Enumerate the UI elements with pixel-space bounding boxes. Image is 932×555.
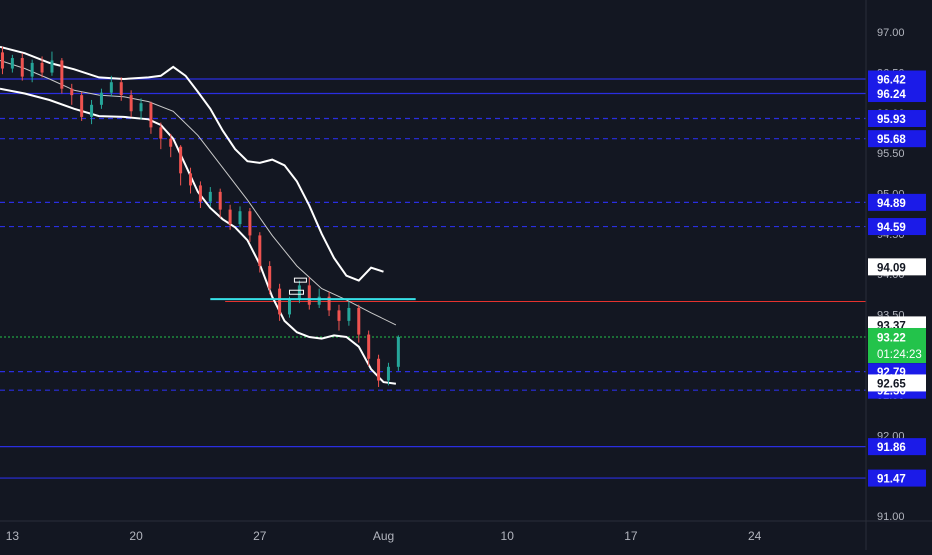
price-level-label: 94.89: [877, 198, 906, 210]
time-tick-label: 24: [748, 529, 762, 543]
bollinger-lower-band: [0, 87, 397, 385]
candle-body: [149, 103, 153, 128]
candle-body: [169, 138, 173, 147]
candle-body: [377, 358, 381, 381]
candle-body: [70, 88, 74, 96]
candle-body: [50, 60, 54, 73]
annotations: [210, 277, 416, 301]
price-value-label: 94.09: [877, 262, 906, 274]
pattern-marker-box: [288, 289, 304, 295]
price-level-label-box: [868, 130, 926, 148]
candle-body: [0, 52, 4, 69]
time-axis[interactable]: 13 20 27 Aug 10 17 24: [0, 520, 932, 543]
time-tick-label: 10: [501, 529, 515, 543]
candle-body: [179, 146, 183, 174]
price-value-label-box: [868, 374, 926, 392]
candle-body: [297, 285, 301, 300]
price-level-label-box: [868, 193, 926, 211]
candle-body: [278, 288, 282, 315]
time-tick-label: 17: [624, 529, 638, 543]
candle-body: [287, 299, 291, 315]
candle-body: [189, 173, 193, 186]
candle-body: [198, 185, 202, 202]
current-price-label: 93.22: [877, 332, 906, 344]
price-tick-label: 91.00: [877, 511, 905, 523]
candle-body: [396, 336, 400, 367]
price-level-label-box: [868, 469, 926, 487]
bollinger-middle-line: [0, 60, 397, 326]
candle-body: [129, 95, 133, 112]
price-level-label: 96.42: [877, 75, 906, 87]
candle-body: [238, 211, 242, 225]
time-tick-label: 13: [6, 529, 20, 543]
candle-body: [357, 307, 361, 335]
price-level-label-box: [868, 85, 926, 103]
price-level-label-box: [868, 218, 926, 236]
price-tick-label: 97.00: [877, 27, 905, 39]
price-level-label: 94.59: [877, 222, 906, 234]
price-level-label: 91.86: [877, 442, 906, 454]
price-tick-label: 95.50: [877, 148, 905, 160]
candle-body: [139, 103, 143, 112]
candle-body: [367, 334, 371, 359]
candle-body: [327, 296, 331, 311]
candle-body: [30, 62, 34, 77]
candle-body: [386, 366, 390, 381]
bollinger-upper-band: [0, 45, 384, 282]
candle-body: [60, 60, 64, 89]
price-value-label-box: [868, 258, 926, 276]
candle-body: [218, 191, 222, 210]
countdown-label: 01:24:23: [877, 349, 922, 361]
candlesticks: [0, 46, 400, 387]
candle-body: [119, 82, 123, 96]
candle-body: [208, 191, 212, 202]
time-tick-label: 27: [253, 529, 267, 543]
candle-body: [228, 209, 232, 225]
time-tick-label: 20: [129, 529, 143, 543]
bollinger-bands: [0, 45, 397, 385]
candle-body: [159, 127, 163, 139]
price-level-label-box: [868, 110, 926, 128]
candle-body: [109, 82, 113, 93]
candle-body: [99, 92, 103, 105]
price-level-label: 96.24: [877, 89, 906, 101]
price-level-label-box: [868, 70, 926, 88]
candle-body: [307, 285, 311, 305]
candle-body: [337, 310, 341, 321]
price-value-label: 92.65: [877, 378, 906, 390]
current-price-box: [868, 327, 926, 363]
candle-body: [10, 58, 14, 69]
candle-body: [248, 211, 252, 236]
price-axis[interactable]: 97.0096.5096.0095.5095.0094.5094.0093.50…: [865, 0, 926, 550]
candle-body: [80, 95, 84, 117]
candle-body: [40, 62, 44, 73]
candle-body: [268, 266, 272, 289]
price-level-label: 95.68: [877, 134, 906, 146]
price-level-label: 95.93: [877, 114, 906, 126]
candle-body: [258, 235, 262, 267]
price-level-label: 91.47: [877, 474, 906, 486]
price-level-label-box: [868, 438, 926, 456]
pattern-marker-box: [293, 277, 307, 283]
candle-body: [90, 104, 94, 117]
candle-body: [20, 58, 24, 77]
candle-body: [317, 296, 321, 305]
time-tick-label: Aug: [373, 529, 394, 543]
candle-body: [347, 307, 351, 321]
